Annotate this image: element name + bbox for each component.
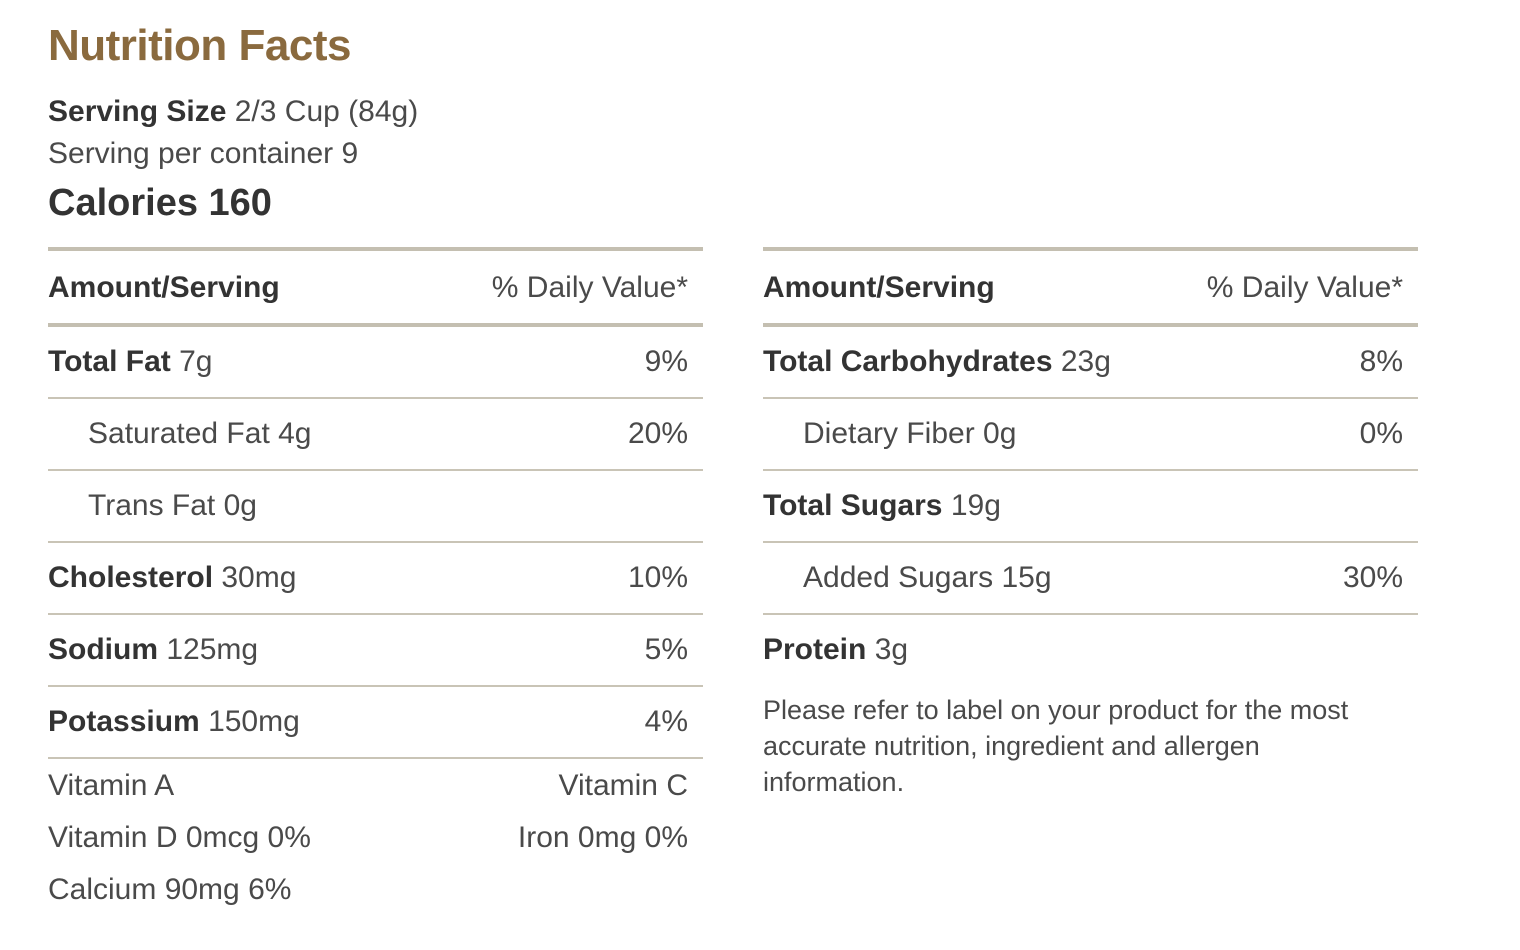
- page-title: Nutrition Facts: [48, 21, 351, 70]
- nutrient-name: Protein: [763, 633, 867, 666]
- nutrient-amount: 125mg: [166, 633, 259, 666]
- nutrient-label: Sodium 125mg: [48, 615, 258, 685]
- nutrient-amount: 30mg: [221, 561, 297, 594]
- nutrient-label: Total Sugars 19g: [763, 471, 1001, 541]
- header-amount-serving: Amount/Serving: [763, 271, 995, 304]
- nutrient-amount: 7g: [179, 345, 213, 378]
- nutrient-name: Dietary Fiber 0g: [803, 417, 1017, 450]
- row-potassium: Potassium 150mg 4%: [48, 687, 703, 759]
- serving-size-value: 2/3 Cup (84g): [234, 95, 419, 128]
- row-dietary-fiber: Dietary Fiber 0g 0%: [763, 399, 1418, 471]
- nutrient-label: Protein 3g: [763, 615, 908, 685]
- nutrient-name: Trans Fat 0g: [88, 489, 257, 522]
- nutrient-dv: 4%: [644, 705, 688, 738]
- nutrient-amount: 150mg: [208, 705, 300, 738]
- top-divider: [48, 247, 703, 251]
- nutrient-name: Total Fat: [48, 345, 171, 378]
- table-header: Amount/Serving % Daily Value*: [48, 251, 703, 327]
- calcium: Calcium 90mg 6%: [48, 873, 292, 906]
- left-nutrient-table: Amount/Serving % Daily Value* Total Fat …: [48, 247, 703, 759]
- top-divider: [763, 247, 1418, 251]
- nutrient-dv: 9%: [644, 345, 688, 378]
- serving-size: Serving Size 2/3 Cup (84g): [48, 92, 418, 132]
- right-nutrient-table: Amount/Serving % Daily Value* Total Carb…: [763, 247, 1418, 685]
- nutrient-label: Cholesterol 30mg: [48, 543, 296, 613]
- nutrient-label: Potassium 150mg: [48, 687, 300, 757]
- nutrient-dv: 10%: [627, 561, 688, 594]
- nutrient-label: Total Fat 7g: [48, 327, 213, 397]
- row-cholesterol: Cholesterol 30mg 10%: [48, 543, 703, 615]
- nutrient-name: Total Carbohydrates: [763, 345, 1053, 378]
- nutrient-dv: 0%: [1359, 417, 1403, 450]
- nutrient-name: Saturated Fat 4g: [88, 417, 312, 450]
- nutrient-name: Cholesterol: [48, 561, 214, 594]
- nutrient-name: Potassium: [48, 705, 200, 738]
- row-protein: Protein 3g: [763, 615, 1418, 685]
- nutrient-name: Total Sugars: [763, 489, 943, 522]
- nutrient-amount: 19g: [950, 489, 1001, 522]
- row-added-sugars: Added Sugars 15g 30%: [763, 543, 1418, 615]
- vitamin-a: Vitamin A: [48, 769, 175, 802]
- table-header: Amount/Serving % Daily Value*: [763, 251, 1418, 327]
- nutrient-dv: 8%: [1359, 345, 1403, 378]
- nutrient-dv: 20%: [627, 417, 688, 450]
- header-daily-value: % Daily Value*: [1206, 271, 1403, 304]
- servings-per-container: Serving per container 9: [48, 137, 359, 170]
- nutrient-name: Added Sugars 15g: [803, 561, 1052, 594]
- nutrient-amount: 23g: [1060, 345, 1111, 378]
- row-total-carbohydrates: Total Carbohydrates 23g 8%: [763, 327, 1418, 399]
- serving-size-label: Serving Size: [48, 95, 227, 128]
- nutrient-amount: 3g: [874, 633, 909, 666]
- nutrient-dv: 5%: [644, 633, 688, 666]
- nutrient-label: Total Carbohydrates 23g: [763, 327, 1111, 397]
- header-daily-value: % Daily Value*: [491, 271, 688, 304]
- vitamin-d: Vitamin D 0mcg 0%: [48, 821, 311, 854]
- disclaimer-text: Please refer to label on your product fo…: [763, 695, 1349, 797]
- row-sodium: Sodium 125mg 5%: [48, 615, 703, 687]
- iron: Iron 0mg 0%: [517, 821, 688, 854]
- vitamin-row: Vitamin D 0mcg 0% Iron 0mg 0%: [48, 812, 688, 864]
- row-total-sugars: Total Sugars 19g: [763, 471, 1418, 543]
- vitamin-c: Vitamin C: [558, 769, 689, 802]
- row-saturated-fat: Saturated Fat 4g 20%: [48, 399, 703, 471]
- vitamin-row: Vitamin A Vitamin C: [48, 760, 688, 812]
- vitamin-row: Calcium 90mg 6%: [48, 864, 688, 916]
- header-amount-serving: Amount/Serving: [48, 271, 280, 304]
- nutrient-dv: 30%: [1342, 561, 1403, 594]
- row-total-fat: Total Fat 7g 9%: [48, 327, 703, 399]
- row-trans-fat: Trans Fat 0g: [48, 471, 703, 543]
- calories: Calories 160: [48, 182, 272, 224]
- nutrient-name: Sodium: [48, 633, 158, 666]
- vitamins-section: Vitamin A Vitamin C Vitamin D 0mcg 0% Ir…: [48, 760, 688, 916]
